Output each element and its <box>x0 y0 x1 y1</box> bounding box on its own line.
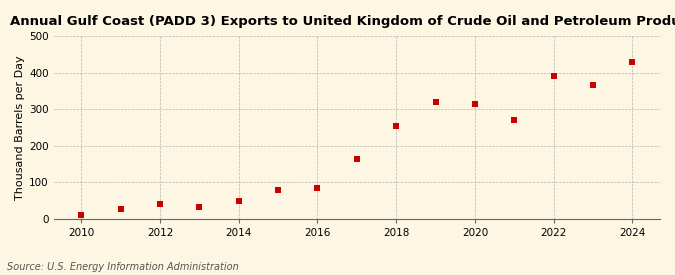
Point <box>155 202 165 207</box>
Point <box>391 123 402 128</box>
Text: Source: U.S. Energy Information Administration: Source: U.S. Energy Information Administ… <box>7 262 238 272</box>
Point <box>588 83 599 88</box>
Point <box>194 205 205 210</box>
Point <box>430 100 441 104</box>
Point <box>470 101 481 106</box>
Point <box>273 188 284 192</box>
Point <box>76 213 86 218</box>
Title: Annual Gulf Coast (PADD 3) Exports to United Kingdom of Crude Oil and Petroleum : Annual Gulf Coast (PADD 3) Exports to Un… <box>10 15 675 28</box>
Point <box>234 199 244 204</box>
Point <box>627 60 638 65</box>
Point <box>548 74 559 79</box>
Y-axis label: Thousand Barrels per Day: Thousand Barrels per Day <box>15 55 25 200</box>
Point <box>115 207 126 211</box>
Point <box>312 186 323 190</box>
Point <box>509 118 520 122</box>
Point <box>352 156 362 161</box>
